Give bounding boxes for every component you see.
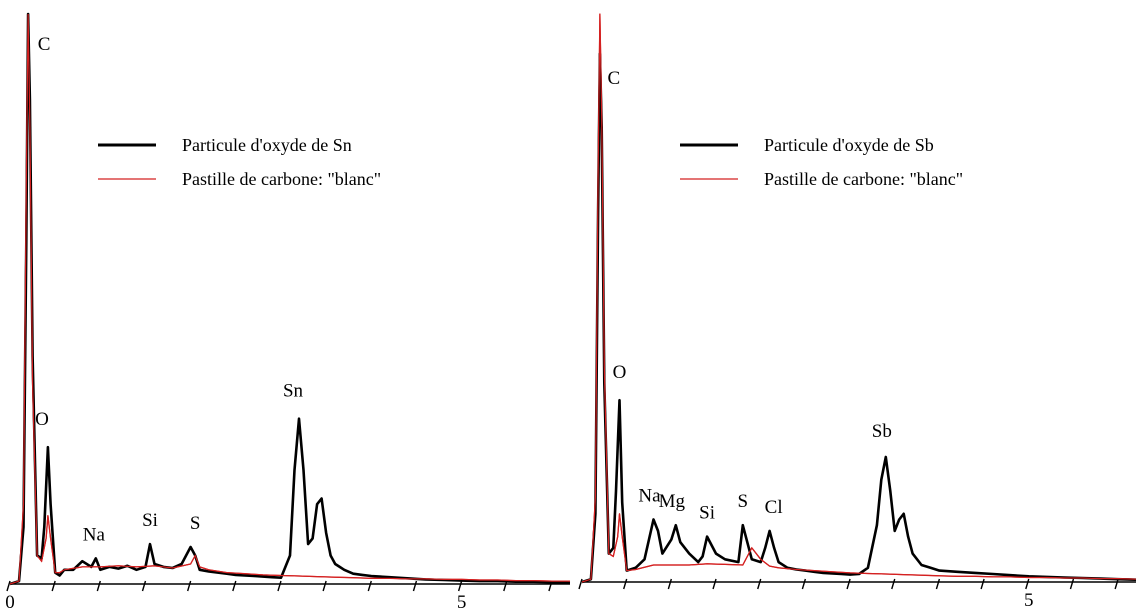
- peak-label-cl: Cl: [765, 497, 783, 518]
- spectrum-panel-sn: 0 5 C O Na Si S Sn Particule d'oxyde de Sn Pastil…: [5, 12, 571, 613]
- peak-label-s: S: [190, 513, 201, 534]
- peak-label-na: Na: [83, 524, 106, 545]
- x-tick: [322, 580, 327, 592]
- series-line-blank-overlay: [9, 13, 570, 585]
- x-tick: [277, 580, 282, 592]
- peak-label-sb: Sb: [872, 421, 892, 442]
- x-tick: [186, 580, 192, 592]
- x-tick: [712, 578, 717, 590]
- x-tick: [367, 580, 372, 592]
- x-tick-label: 5: [457, 592, 467, 613]
- series-line-sample: [581, 52, 1137, 584]
- x-tick: [801, 578, 807, 590]
- series-line-blank: [9, 13, 570, 585]
- x-tick: [1114, 578, 1119, 590]
- x-tick: [846, 578, 851, 590]
- peak-label-na: Na: [638, 486, 661, 507]
- x-tick: [141, 580, 147, 592]
- peak-label-si: Si: [699, 503, 715, 524]
- x-tick: [623, 578, 628, 590]
- peak-label-o: O: [35, 409, 49, 430]
- legend-label: Pastille de carbone: "blanc": [182, 169, 381, 189]
- legend-label: Pastille de carbone: "blanc": [764, 169, 963, 189]
- x-tick: [412, 580, 418, 592]
- legend: Particule d'oxyde de Sn Pastille de carbo…: [98, 135, 381, 189]
- x-tick: [578, 578, 583, 590]
- x-tick: [1069, 578, 1075, 590]
- peak-label-si: Si: [142, 510, 158, 531]
- x-tick: [51, 580, 56, 592]
- x-tick-label: 5: [1024, 590, 1034, 611]
- peak-label-c: C: [608, 68, 621, 89]
- peak-label-o: O: [613, 362, 627, 383]
- x-tick: [6, 580, 11, 592]
- x-tick: [980, 578, 985, 590]
- peak-label-sn: Sn: [283, 381, 304, 402]
- series-line-sample: [9, 12, 571, 586]
- x-tick: [457, 580, 463, 592]
- series-line-blank-overlay: [581, 13, 1137, 583]
- peak-label-c: C: [38, 34, 51, 55]
- legend-label: Particule d'oxyde de Sn: [182, 135, 352, 155]
- legend: Particule d'oxyde de Sb Pastille de carbo…: [680, 135, 963, 189]
- x-tick: [757, 578, 762, 590]
- x-tick: [667, 578, 673, 590]
- x-tick: [232, 580, 237, 592]
- x-tick: [1025, 578, 1030, 590]
- x-tick: [935, 578, 941, 590]
- legend-label: Particule d'oxyde de Sb: [764, 135, 934, 155]
- x-tick-label: 0: [5, 592, 15, 613]
- x-tick: [96, 580, 101, 592]
- peak-label-mg: Mg: [659, 491, 686, 512]
- x-tick: [891, 578, 896, 590]
- peak-label-s: S: [738, 491, 749, 512]
